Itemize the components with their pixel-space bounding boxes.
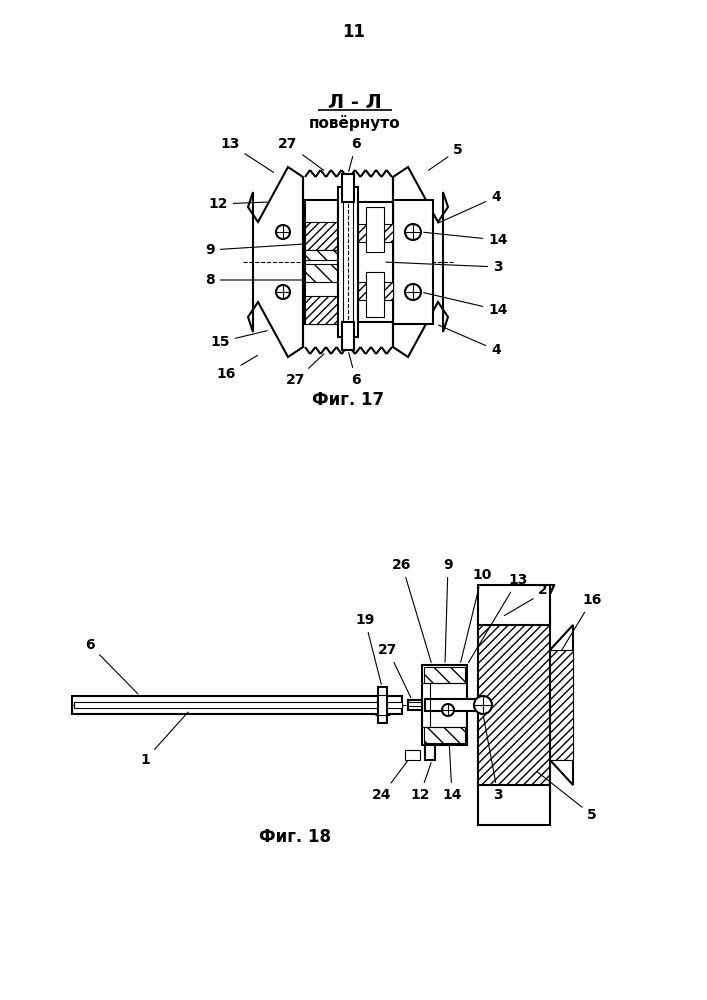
Bar: [305, 250, 338, 260]
Bar: [74, 702, 402, 708]
Text: 6: 6: [85, 638, 138, 694]
Text: 13: 13: [469, 573, 527, 663]
Text: 11: 11: [342, 23, 366, 41]
Bar: [358, 224, 393, 242]
Bar: [408, 700, 422, 710]
Text: 16: 16: [561, 593, 602, 651]
Bar: [305, 200, 338, 324]
Polygon shape: [248, 167, 303, 357]
Text: повёрнуто: повёрнуто: [309, 115, 401, 131]
Text: 14: 14: [423, 293, 508, 317]
Text: 14: 14: [423, 232, 508, 247]
Text: Фиг. 17: Фиг. 17: [312, 391, 384, 409]
Bar: [424, 667, 465, 683]
Circle shape: [474, 696, 492, 714]
Text: 16: 16: [216, 355, 257, 381]
Text: 26: 26: [392, 558, 431, 662]
Bar: [393, 200, 433, 324]
Text: 14: 14: [443, 722, 462, 802]
Text: 1: 1: [140, 712, 188, 767]
Bar: [478, 585, 550, 625]
Bar: [405, 750, 420, 760]
Bar: [424, 727, 465, 743]
Text: 6: 6: [349, 353, 361, 387]
Bar: [342, 322, 354, 350]
Circle shape: [405, 284, 421, 300]
Text: 19: 19: [356, 613, 381, 684]
Bar: [366, 272, 384, 317]
Text: 24: 24: [373, 757, 410, 802]
Bar: [305, 222, 338, 250]
Text: 8: 8: [205, 273, 302, 287]
Bar: [72, 696, 402, 714]
Circle shape: [442, 704, 454, 716]
Bar: [342, 174, 354, 202]
Text: Л - Л: Л - Л: [328, 93, 382, 111]
Text: 27: 27: [504, 583, 558, 616]
Text: 5: 5: [537, 772, 597, 822]
Text: 13: 13: [221, 137, 274, 172]
Circle shape: [276, 285, 290, 299]
Text: 4: 4: [438, 190, 501, 223]
Text: Фиг. 18: Фиг. 18: [259, 828, 331, 846]
Bar: [478, 785, 550, 825]
Bar: [478, 617, 550, 793]
Bar: [425, 699, 478, 711]
Text: 27: 27: [286, 354, 324, 387]
Bar: [550, 650, 573, 760]
Bar: [358, 202, 393, 322]
Circle shape: [405, 224, 421, 240]
Bar: [305, 296, 338, 324]
Text: 12: 12: [209, 197, 267, 211]
Bar: [358, 282, 393, 300]
Text: 4: 4: [438, 325, 501, 357]
Text: 5: 5: [428, 143, 463, 170]
Text: 27: 27: [279, 137, 324, 170]
Bar: [378, 687, 387, 723]
Text: 10: 10: [461, 568, 491, 662]
Polygon shape: [393, 167, 448, 357]
Circle shape: [276, 225, 290, 239]
Text: 6: 6: [349, 137, 361, 171]
Bar: [366, 207, 384, 252]
Text: 12: 12: [410, 763, 431, 802]
Bar: [422, 665, 467, 745]
Text: 27: 27: [378, 643, 411, 697]
Text: 9: 9: [443, 558, 452, 662]
Bar: [305, 264, 338, 282]
Text: 3: 3: [484, 717, 503, 802]
Text: 15: 15: [210, 331, 267, 349]
Bar: [338, 187, 358, 337]
Bar: [425, 745, 435, 760]
Text: 9: 9: [205, 243, 302, 257]
Polygon shape: [550, 625, 573, 785]
Text: 3: 3: [386, 260, 503, 274]
